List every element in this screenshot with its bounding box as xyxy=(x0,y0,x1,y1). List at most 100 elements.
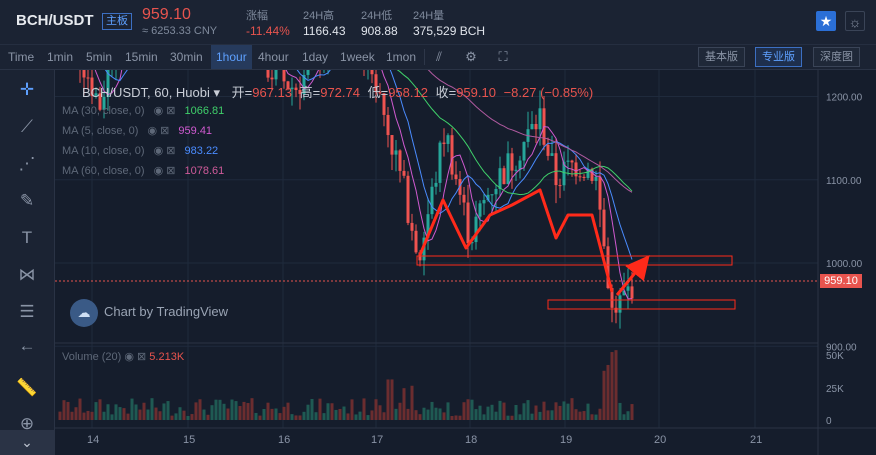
volume-bar xyxy=(218,399,222,420)
theme-sun-icon[interactable]: ☼ xyxy=(845,11,865,31)
candlestick-chart[interactable]: 1400.001300.001200.001100.001000.00900.0… xyxy=(55,70,876,455)
volume-bar xyxy=(210,405,214,420)
candle-body xyxy=(298,90,302,94)
time-tick-label: 16 xyxy=(278,434,290,446)
volume-bar xyxy=(390,379,394,420)
symbol-interval[interactable]: BCH/USDT, 60, Huobi xyxy=(82,85,210,100)
volume-bar xyxy=(98,399,102,420)
volume-bar xyxy=(58,411,62,420)
volume-bar xyxy=(330,403,334,420)
interval-15min[interactable]: 15min xyxy=(125,50,158,64)
volume-bar xyxy=(566,403,570,420)
view-depth-button[interactable]: 深度图 xyxy=(813,47,860,67)
volume-bar xyxy=(94,402,98,420)
trend-line-icon[interactable]: ⟋ xyxy=(21,117,33,136)
volume-bar xyxy=(602,370,606,420)
view-basic-button[interactable]: 基本版 xyxy=(698,47,745,67)
candle-body xyxy=(486,194,490,201)
candle-body xyxy=(494,188,498,195)
fib-retracement-icon[interactable]: ☰ xyxy=(19,302,35,321)
candle-body xyxy=(482,200,486,204)
volume-bar xyxy=(290,414,294,420)
candle-body xyxy=(98,93,102,110)
volume-bar xyxy=(110,414,114,420)
interval-1min[interactable]: 1min xyxy=(47,50,74,64)
candle-body xyxy=(478,203,482,217)
fullscreen-icon[interactable]: ⛶ xyxy=(498,49,508,64)
interval-1week[interactable]: 1week xyxy=(340,50,375,64)
settings-gear-icon[interactable]: ⚙ xyxy=(465,49,477,64)
volume-bar xyxy=(366,415,370,420)
volume-bar xyxy=(142,402,146,420)
time-tick-label: 20 xyxy=(654,434,666,446)
volume-bar xyxy=(206,414,210,420)
volume-bar xyxy=(478,405,482,420)
ma-legend-row[interactable]: MA (10, close, 0) ◉ ⊠ 983.22 xyxy=(62,145,219,157)
volume-bar xyxy=(518,414,522,420)
candle-body xyxy=(426,214,430,238)
interval-1mon[interactable]: 1mon xyxy=(386,50,417,64)
ma60-line xyxy=(427,70,633,193)
candle-body xyxy=(270,77,274,80)
pitchfork-icon[interactable]: ⋰ xyxy=(18,154,36,173)
interval-time[interactable]: Time xyxy=(8,50,35,64)
close-value: 959.10 xyxy=(456,85,496,100)
volume-bar xyxy=(482,414,486,420)
volume-bar xyxy=(378,405,382,420)
stat-high-label: 24H高 xyxy=(303,10,335,22)
interval-1day[interactable]: 1day xyxy=(302,50,329,64)
stat-volume-label: 24H量 xyxy=(413,10,445,22)
low-label: 低= xyxy=(367,85,389,100)
tradingview-watermark[interactable]: ☁ Chart by TradingView xyxy=(70,298,228,327)
volume-bar xyxy=(494,411,498,420)
interval-30min[interactable]: 30min xyxy=(170,50,203,64)
brush-icon[interactable]: ✎ xyxy=(19,191,35,210)
stat-low-label: 24H低 xyxy=(361,10,393,22)
volume-bar xyxy=(510,415,514,420)
volume-bar xyxy=(250,398,254,420)
pattern-icon[interactable]: ⋈ xyxy=(18,265,36,284)
candle-body xyxy=(514,169,518,171)
favorite-star-icon[interactable]: ★ xyxy=(816,11,836,31)
ma-legend-row[interactable]: MA (60, close, 0) ◉ ⊠ 1078.61 xyxy=(62,165,225,177)
candle-body xyxy=(590,168,594,181)
ma-legend-row[interactable]: MA (30, close, 0) ◉ ⊠ 1066.81 xyxy=(62,105,225,117)
ma-legend-row[interactable]: MA (5, close, 0) ◉ ⊠ 959.41 xyxy=(62,125,213,137)
view-pro-button[interactable]: 专业版 xyxy=(755,47,802,67)
candle-body xyxy=(282,70,286,82)
volume-bar xyxy=(302,411,306,420)
volume-bar xyxy=(214,399,218,420)
interval-4hour[interactable]: 4hour xyxy=(258,50,289,64)
rebound-arrow xyxy=(615,255,650,296)
volume-bar xyxy=(178,407,182,420)
volume-bar xyxy=(442,412,446,420)
volume-label: Volume (20) xyxy=(62,351,122,363)
candle-body xyxy=(558,185,562,187)
back-arrow-icon[interactable]: ← xyxy=(18,336,36,355)
candle-body xyxy=(434,182,438,187)
zoom-in-icon[interactable]: ⊕ xyxy=(19,414,35,433)
volume-bar xyxy=(550,410,554,420)
indicators-icon[interactable]: ⫽ xyxy=(436,49,442,64)
target-zone-box xyxy=(547,299,736,310)
volume-bar xyxy=(618,402,622,420)
volume-bar xyxy=(358,411,362,420)
volume-bar xyxy=(570,398,574,420)
volume-bar xyxy=(582,411,586,420)
candle-body xyxy=(378,92,382,94)
candle-body xyxy=(626,286,630,291)
pair-name[interactable]: BCH/USDT xyxy=(16,12,94,29)
ruler-icon[interactable]: 📏 xyxy=(16,378,38,397)
volume-bar xyxy=(466,399,470,420)
crosshair-icon[interactable]: ✛ xyxy=(19,80,35,99)
text-tool-icon[interactable]: T xyxy=(21,228,33,247)
interval-5min[interactable]: 5min xyxy=(86,50,113,64)
volume-bar xyxy=(398,402,402,420)
tradingview-cloud-icon: ☁ xyxy=(70,298,98,327)
volume-bar xyxy=(354,414,358,420)
interval-1hour[interactable]: 1hour xyxy=(211,45,252,69)
toolbar-scroll-down-button[interactable]: ⌄ xyxy=(0,430,54,455)
candle-body xyxy=(474,216,478,243)
ma10-line xyxy=(104,70,633,260)
volume-bar xyxy=(262,408,266,420)
